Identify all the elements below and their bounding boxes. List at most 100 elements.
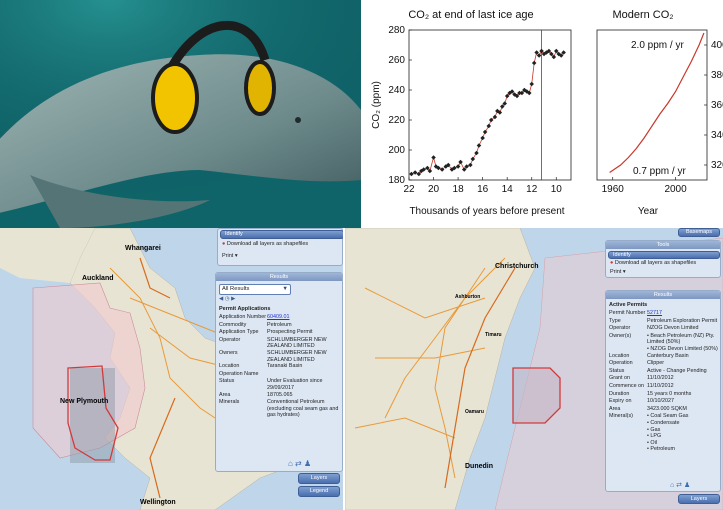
detail-key: Area — [219, 391, 231, 398]
results-dropdown[interactable]: All Results ▼ — [219, 284, 291, 295]
detail-key: Type — [609, 317, 621, 324]
next-icon[interactable]: ▶ — [231, 296, 236, 302]
chart1-point — [421, 167, 426, 172]
chart1-x-tick-label: 14 — [502, 184, 514, 195]
detail-row: Duration 15 years 0 months — [609, 391, 719, 399]
zoom-to-icon-right[interactable]: ⌂ ⇄ ♟ — [670, 482, 691, 489]
permit-outline-left[interactable] — [67, 365, 119, 461]
chart1-y-tick-label: 200 — [388, 145, 405, 156]
section-title-right: Active Permits — [609, 302, 648, 308]
chart2-x-tick-label: 1960 — [602, 184, 625, 195]
detail-key: Commence on — [609, 382, 645, 389]
detail-value: Active - Change Pending — [647, 367, 707, 374]
results-panel-right: Results Active Permits Permit Number 5271… — [605, 290, 721, 492]
detail-value: 3423.000 SQKM — [647, 405, 687, 412]
tools-panel-right: Tools Identify ● Download all layers as … — [605, 240, 721, 278]
chart2-y-tick-label: 340 — [711, 130, 723, 141]
zoom-to-icon[interactable]: ⌂ ⇄ ♟ — [288, 459, 312, 468]
detail-row: Application Type Prospecting Permit — [219, 329, 339, 337]
chart1: 22 20 18 16 14 12 10 180 200 220 240 260 280 — [388, 25, 572, 195]
north-island-map[interactable]: Whangarei Auckland New Plymouth Wellingt… — [0, 228, 343, 510]
layers-button-right[interactable]: Layers — [678, 494, 720, 504]
chart1-point — [458, 159, 463, 165]
chart2-y-tick-label: 400 — [711, 40, 723, 51]
headphone-right-cup — [244, 60, 276, 116]
chart1-x-tick-label: 22 — [403, 184, 415, 195]
download-shapefiles-link-right[interactable]: ● Download all layers as shapefiles — [610, 260, 696, 266]
map-label-auckland: Auckland — [82, 275, 114, 282]
detail-key: Permit Number — [609, 310, 646, 316]
detail-row: Location Taranaki Basin — [219, 363, 339, 371]
chart1-point — [486, 123, 492, 129]
detail-value: Taranaki Basin — [267, 363, 303, 370]
detail-row: Operation Name — [219, 371, 339, 379]
chart2-y-tick-label: 380 — [711, 70, 723, 81]
map-label-oamaru: Oamaru — [465, 409, 484, 415]
print-menu-right[interactable]: Print ▾ — [610, 269, 626, 275]
chart2-line — [609, 32, 705, 173]
detail-row: Operation Clipper — [609, 360, 719, 368]
map-label-wellington: Wellington — [140, 499, 176, 506]
detail-key: Operation Name — [219, 370, 259, 377]
detail-key: Grant on — [609, 375, 630, 382]
detail-key: Minerals — [219, 399, 240, 406]
tools-header: Tools — [606, 241, 720, 249]
detail-key: Owners — [219, 349, 238, 356]
permit-outline-right[interactable] — [512, 367, 561, 424]
whale-illustration — [0, 0, 361, 228]
map-label-whangarei: Whangarei — [125, 245, 161, 252]
chart2-y-tick-label: 360 — [711, 100, 723, 111]
permit-details-right: Active Permits Permit Number 52717 Type Pet… — [609, 302, 719, 453]
detail-value: Petroleum — [267, 321, 292, 328]
legend-button[interactable]: Legend — [298, 486, 340, 497]
chevron-down-icon: ▾ — [622, 269, 626, 275]
basemaps-button[interactable]: Basemaps — [678, 228, 720, 237]
chart1-point — [482, 129, 488, 135]
layers-button[interactable]: Layers — [298, 473, 340, 484]
tools-panel-left: Identify ● Download all layers as shapef… — [217, 228, 343, 266]
detail-row: Operator SCHLUMBERGER NEW ZEALAND LIMITED — [219, 337, 339, 350]
detail-row: Minerals Conventional Petroleum (excludin… — [219, 399, 339, 419]
south-island-map[interactable]: Christchurch Ashburton Timaru Oamaru Dun… — [345, 228, 723, 510]
detail-value: 18705.065 — [267, 391, 293, 398]
chart1-x-tick-label: 16 — [477, 184, 489, 195]
detail-value: 10/10/2027 — [647, 398, 674, 405]
detail-key: Operator — [609, 325, 631, 332]
detail-value[interactable]: 52717 — [647, 310, 662, 316]
download-icon: ● — [610, 260, 614, 266]
detail-row: Operator NZOG Devon Limited — [609, 325, 719, 333]
chart1-point — [431, 155, 436, 160]
chart1-y-label: CO₂ (ppm) — [371, 81, 382, 129]
co2-charts: CO₂ at end of last ice age Modern CO₂ 22… — [361, 0, 723, 228]
download-shapefiles-link[interactable]: ● Download all layers as shapefiles — [222, 241, 308, 247]
detail-value: Prospecting Permit — [267, 329, 313, 336]
chart1-point — [480, 135, 485, 141]
chart2-x-label: Year — [638, 206, 659, 217]
chart1-y-tick-label: 220 — [388, 115, 405, 126]
clock-icon: ◷ — [224, 296, 230, 302]
chart1-x-tick-label: 10 — [551, 184, 563, 195]
detail-value[interactable]: 60409.01 — [267, 314, 290, 320]
chart1-x-label: Thousands of years before present — [409, 206, 564, 217]
result-pager[interactable]: ◀ ◷ ▶ — [219, 296, 235, 302]
chart1-point — [500, 104, 505, 109]
detail-key: Expiry on — [609, 398, 632, 405]
chart1-y-tick-label: 240 — [388, 85, 405, 96]
identify-button[interactable]: Identify — [220, 230, 343, 239]
detail-key: Location — [219, 363, 240, 370]
dropdown-value: All Results — [222, 286, 250, 292]
detail-row: Commodity Petroleum — [219, 322, 339, 330]
chart1-point — [531, 60, 537, 66]
detail-key: Owner(s) — [609, 332, 632, 339]
print-menu[interactable]: Print ▾ — [222, 253, 238, 259]
results-header-right: Results — [606, 291, 720, 299]
chart1-y-tick-label: 280 — [388, 25, 405, 36]
detail-value: • Coal Seam Gas • Condensate • Gas • LPG… — [647, 413, 689, 453]
detail-row: Area 3423.000 SQKM — [609, 406, 719, 414]
prev-icon[interactable]: ◀ — [219, 296, 224, 302]
chart2-annotation-top: 2.0 ppm / yr — [631, 40, 684, 51]
chart1-fit-line — [411, 50, 564, 175]
identify-button-right[interactable]: Identify — [608, 251, 720, 259]
detail-value: Clipper — [647, 360, 665, 367]
chart1-x-tick-label: 12 — [526, 184, 538, 195]
